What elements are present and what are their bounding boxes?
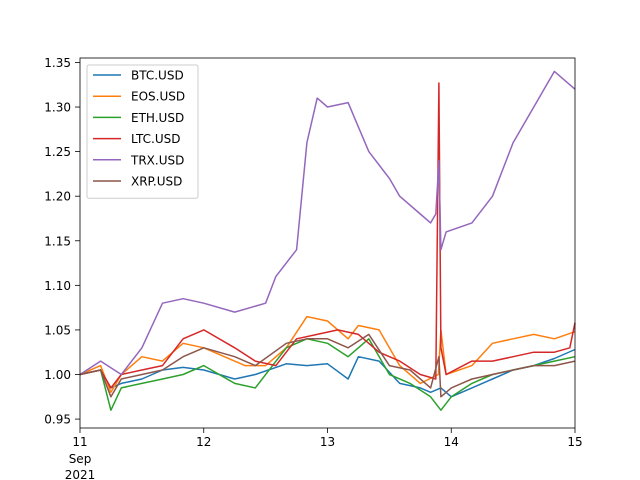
- legend: BTC.USD EOS.USD ETH.USD LTC.USD TRX.USD XRP.U…: [86, 64, 199, 199]
- legend-label: TRX.USD: [130, 153, 184, 167]
- y-tick-label: 0.95: [44, 413, 71, 427]
- legend-label: LTC.USD: [131, 132, 181, 146]
- y-tick-label: 1.15: [44, 234, 71, 248]
- x-tick-label: 13: [320, 435, 335, 449]
- x-tick-label: 15: [567, 435, 582, 449]
- legend-label: XRP.USD: [131, 175, 182, 189]
- y-axis: 0.95 1.00 1.05 1.10 1.15 1.20 1.25 1.30 1.35: [44, 56, 80, 427]
- legend-label: ETH.USD: [131, 111, 184, 125]
- x-axis: 11 Sep 2021 12 13 14 15: [65, 428, 583, 480]
- series-line-xrp-usd: [79, 333, 576, 398]
- y-tick-label: 1.30: [44, 101, 71, 115]
- series-line-trx-usd: [79, 70, 576, 376]
- x-tick-label: 11: [72, 435, 87, 449]
- x-tick-sublabel: Sep: [69, 452, 92, 466]
- x-tick-label: 14: [444, 435, 459, 449]
- y-tick-label: 1.35: [44, 56, 71, 70]
- series-line-ltc-usd: [79, 82, 576, 389]
- y-tick-label: 1.20: [44, 190, 71, 204]
- y-tick-label: 1.05: [44, 323, 71, 337]
- x-tick-label: 12: [196, 435, 211, 449]
- legend-label: EOS.USD: [131, 90, 185, 104]
- y-tick-label: 1.10: [44, 279, 71, 293]
- y-tick-label: 1.25: [44, 145, 71, 159]
- legend-label: BTC.USD: [131, 69, 184, 83]
- legend-box: [86, 64, 199, 199]
- y-tick-label: 1.00: [44, 368, 71, 382]
- series-layer: [79, 70, 576, 411]
- series-line-btc-usd: [79, 348, 576, 398]
- x-tick-sublabel: 2021: [65, 468, 96, 480]
